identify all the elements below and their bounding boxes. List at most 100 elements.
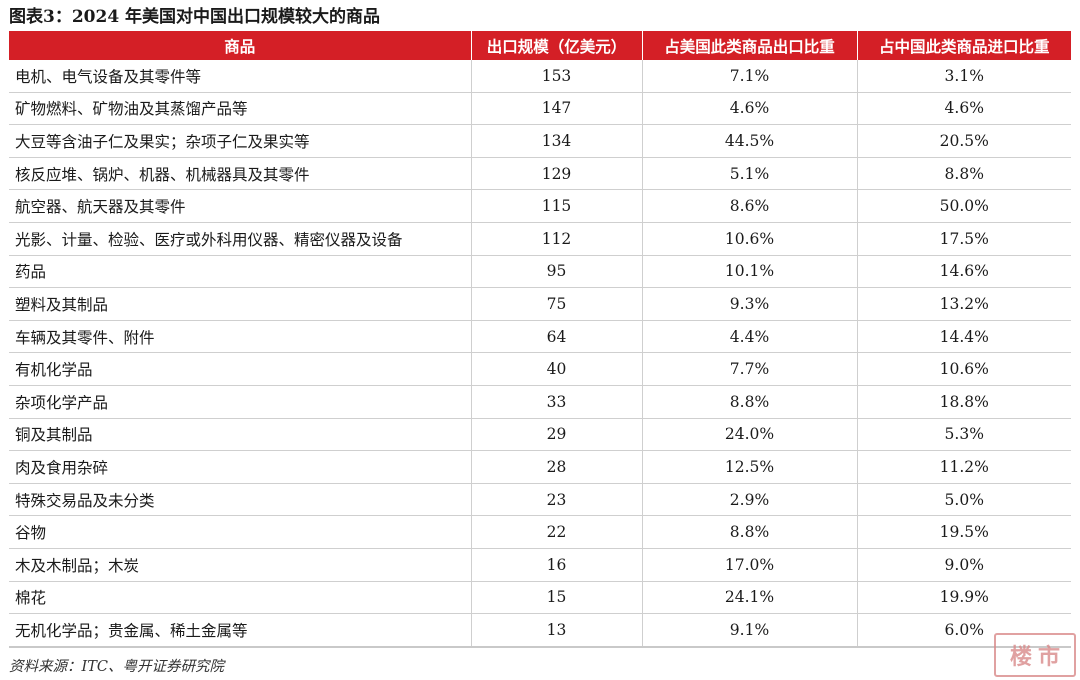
cell-us-share: 12.5% <box>642 450 858 484</box>
cell-us-share: 24.1% <box>642 581 858 615</box>
cell-cn-share: 6.0% <box>857 613 1071 648</box>
cell-item: 矿物燃料、矿物油及其蒸馏产品等 <box>9 92 472 126</box>
cell-item: 铜及其制品 <box>9 418 472 452</box>
cell-export-value: 40 <box>471 352 643 386</box>
cell-export-value: 13 <box>471 613 643 648</box>
table-row: 电机、电气设备及其零件等 153 7.1% 3.1% <box>9 60 1071 93</box>
cell-export-value: 33 <box>471 385 643 419</box>
cell-cn-share: 17.5% <box>857 222 1071 256</box>
cell-export-value: 28 <box>471 450 643 484</box>
table-row: 无机化学品；贵金属、稀土金属等 13 9.1% 6.0% <box>9 613 1071 648</box>
cell-item: 航空器、航天器及其零件 <box>9 189 472 223</box>
cell-us-share: 10.1% <box>642 255 858 289</box>
cell-us-share: 7.7% <box>642 352 858 386</box>
watermark-stamp: 楼 市 <box>994 633 1076 677</box>
cell-us-share: 4.6% <box>642 92 858 126</box>
table-row: 杂项化学产品 33 8.8% 18.8% <box>9 385 1071 419</box>
table-row: 光影、计量、检验、医疗或外科用仪器、精密仪器及设备 112 10.6% 17.5% <box>9 222 1071 256</box>
cell-us-share: 8.8% <box>642 515 858 549</box>
cell-export-value: 16 <box>471 548 643 582</box>
cell-us-share: 17.0% <box>642 548 858 582</box>
cell-item: 塑料及其制品 <box>9 287 472 321</box>
cell-cn-share: 19.9% <box>857 581 1071 615</box>
cell-us-share: 2.9% <box>642 483 858 517</box>
cell-cn-share: 4.6% <box>857 92 1071 126</box>
table-header-row: 商品 出口规模（亿美元） 占美国此类商品出口比重 占中国此类商品进口比重 <box>9 31 1071 60</box>
cell-cn-share: 18.8% <box>857 385 1071 419</box>
table-row: 车辆及其零件、附件 64 4.4% 14.4% <box>9 320 1071 354</box>
table-row: 核反应堆、锅炉、机器、机械器具及其零件 129 5.1% 8.8% <box>9 157 1071 191</box>
cell-cn-share: 14.4% <box>857 320 1071 354</box>
cell-us-share: 24.0% <box>642 418 858 452</box>
cell-cn-share: 50.0% <box>857 189 1071 223</box>
table-row: 矿物燃料、矿物油及其蒸馏产品等 147 4.6% 4.6% <box>9 92 1071 126</box>
table-row: 大豆等含油子仁及果实；杂项子仁及果实等 134 44.5% 20.5% <box>9 124 1071 158</box>
source-note: 资料来源：ITC、粤开证券研究院 <box>9 659 224 675</box>
cell-us-share: 44.5% <box>642 124 858 158</box>
cell-export-value: 29 <box>471 418 643 452</box>
header-export-value: 出口规模（亿美元） <box>471 31 643 60</box>
cell-item: 光影、计量、检验、医疗或外科用仪器、精密仪器及设备 <box>9 222 472 256</box>
cell-item: 车辆及其零件、附件 <box>9 320 472 354</box>
export-table: 商品 出口规模（亿美元） 占美国此类商品出口比重 占中国此类商品进口比重 电机、… <box>9 31 1071 648</box>
cell-us-share: 4.4% <box>642 320 858 354</box>
cell-export-value: 64 <box>471 320 643 354</box>
cell-us-share: 9.1% <box>642 613 858 648</box>
header-cn-share: 占中国此类商品进口比重 <box>857 31 1071 60</box>
table-row: 有机化学品 40 7.7% 10.6% <box>9 352 1071 386</box>
cell-cn-share: 10.6% <box>857 352 1071 386</box>
cell-export-value: 15 <box>471 581 643 615</box>
cell-cn-share: 13.2% <box>857 287 1071 321</box>
cell-item: 药品 <box>9 255 472 289</box>
cell-item: 核反应堆、锅炉、机器、机械器具及其零件 <box>9 157 472 191</box>
table-row: 航空器、航天器及其零件 115 8.6% 50.0% <box>9 189 1071 223</box>
cell-item: 大豆等含油子仁及果实；杂项子仁及果实等 <box>9 124 472 158</box>
table-row: 药品 95 10.1% 14.6% <box>9 255 1071 289</box>
cell-us-share: 10.6% <box>642 222 858 256</box>
cell-cn-share: 3.1% <box>857 60 1071 93</box>
cell-cn-share: 14.6% <box>857 255 1071 289</box>
cell-cn-share: 11.2% <box>857 450 1071 484</box>
table-row: 铜及其制品 29 24.0% 5.3% <box>9 418 1071 452</box>
cell-item: 无机化学品；贵金属、稀土金属等 <box>9 613 472 648</box>
cell-export-value: 95 <box>471 255 643 289</box>
table-row: 特殊交易品及未分类 23 2.9% 5.0% <box>9 483 1071 517</box>
cell-item: 特殊交易品及未分类 <box>9 483 472 517</box>
table-row: 棉花 15 24.1% 19.9% <box>9 581 1071 615</box>
table-body: 电机、电气设备及其零件等 153 7.1% 3.1% 矿物燃料、矿物油及其蒸馏产品等 14… <box>9 60 1071 648</box>
cell-cn-share: 20.5% <box>857 124 1071 158</box>
cell-us-share: 8.6% <box>642 189 858 223</box>
table-row: 谷物 22 8.8% 19.5% <box>9 515 1071 549</box>
cell-export-value: 23 <box>471 483 643 517</box>
cell-cn-share: 19.5% <box>857 515 1071 549</box>
cell-us-share: 9.3% <box>642 287 858 321</box>
cell-us-share: 8.8% <box>642 385 858 419</box>
cell-export-value: 75 <box>471 287 643 321</box>
cell-export-value: 115 <box>471 189 643 223</box>
cell-cn-share: 9.0% <box>857 548 1071 582</box>
cell-item: 木及木制品；木炭 <box>9 548 472 582</box>
figure-title: 图表3：2024 年美国对中国出口规模较大的商品 <box>9 7 381 27</box>
cell-export-value: 134 <box>471 124 643 158</box>
cell-item: 电机、电气设备及其零件等 <box>9 60 472 93</box>
cell-export-value: 22 <box>471 515 643 549</box>
cell-export-value: 147 <box>471 92 643 126</box>
cell-item: 棉花 <box>9 581 472 615</box>
cell-export-value: 112 <box>471 222 643 256</box>
cell-export-value: 153 <box>471 60 643 93</box>
table-row: 塑料及其制品 75 9.3% 13.2% <box>9 287 1071 321</box>
cell-item: 杂项化学产品 <box>9 385 472 419</box>
cell-cn-share: 8.8% <box>857 157 1071 191</box>
cell-item: 肉及食用杂碎 <box>9 450 472 484</box>
cell-item: 谷物 <box>9 515 472 549</box>
cell-item: 有机化学品 <box>9 352 472 386</box>
cell-us-share: 7.1% <box>642 60 858 93</box>
cell-cn-share: 5.3% <box>857 418 1071 452</box>
cell-cn-share: 5.0% <box>857 483 1071 517</box>
header-item: 商品 <box>9 31 472 60</box>
watermark-char: 市 <box>1038 644 1061 670</box>
cell-export-value: 129 <box>471 157 643 191</box>
header-us-share: 占美国此类商品出口比重 <box>642 31 858 60</box>
cell-us-share: 5.1% <box>642 157 858 191</box>
table-row: 木及木制品；木炭 16 17.0% 9.0% <box>9 548 1071 582</box>
